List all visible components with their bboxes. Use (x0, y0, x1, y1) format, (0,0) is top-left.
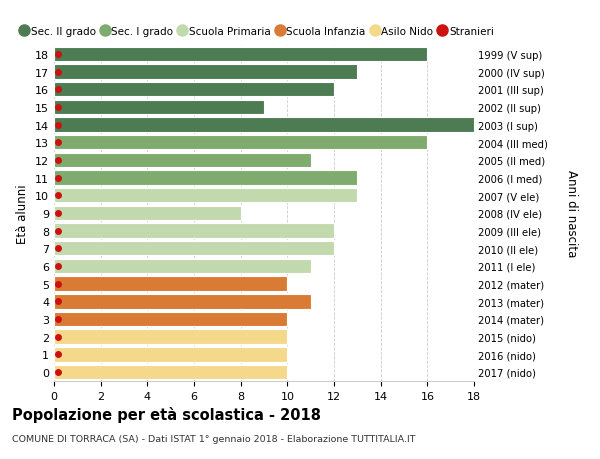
Bar (54, 153, 311, 168)
Bar (54, 277, 287, 291)
Text: COMUNE DI TORRACA (SA) - Dati ISTAT 1° gennaio 2018 - Elaborazione TUTTITALIA.IT: COMUNE DI TORRACA (SA) - Dati ISTAT 1° g… (12, 434, 415, 443)
Bar (54, 206, 241, 221)
Bar (54, 65, 358, 79)
Bar (54, 83, 334, 97)
Bar (54, 189, 358, 203)
Bar (54, 347, 287, 362)
Bar (54, 224, 334, 238)
Bar (54, 294, 311, 309)
Y-axis label: Età alunni: Età alunni (16, 184, 29, 243)
Bar (54, 101, 264, 115)
Bar (54, 365, 287, 380)
Y-axis label: Anni di nascita: Anni di nascita (565, 170, 578, 257)
Bar (54, 330, 287, 344)
Bar (54, 241, 334, 256)
Bar (54, 118, 474, 133)
Legend: Sec. II grado, Sec. I grado, Scuola Primaria, Scuola Infanzia, Asilo Nido, Stran: Sec. II grado, Sec. I grado, Scuola Prim… (22, 27, 494, 37)
Bar (54, 259, 311, 274)
Text: Popolazione per età scolastica - 2018: Popolazione per età scolastica - 2018 (12, 406, 321, 422)
Bar (54, 47, 427, 62)
Bar (54, 171, 358, 185)
Bar (54, 312, 287, 326)
Bar (54, 136, 427, 150)
